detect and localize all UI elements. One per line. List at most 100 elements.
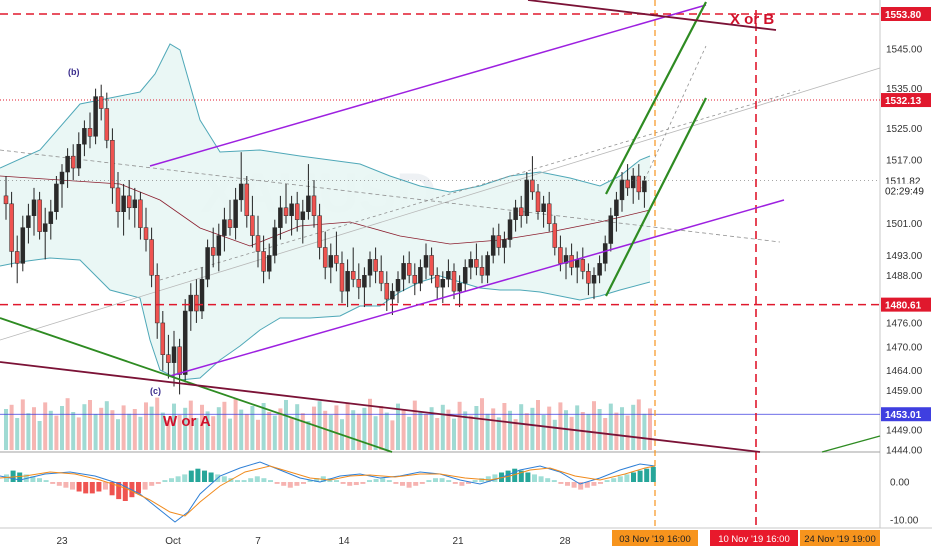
candle-body [546, 203, 552, 224]
bollinger-basis [0, 175, 651, 247]
volume-bar [485, 413, 490, 450]
candle [367, 251, 373, 288]
macd-histogram-bar [353, 482, 359, 486]
candle-body [468, 259, 474, 268]
candle [222, 207, 227, 252]
candle-body [591, 275, 597, 284]
candle-body [132, 199, 138, 209]
volume-bar [155, 397, 160, 450]
wave-label-c: (c) [150, 386, 161, 396]
candle-body [642, 180, 647, 193]
time-highlight-label: 03 Nov '19 16:00 [619, 534, 691, 545]
candle-body [93, 96, 98, 137]
candle [362, 267, 367, 308]
candle [418, 259, 423, 292]
candle-body [518, 207, 524, 216]
candle-body [289, 203, 294, 216]
candle [59, 164, 65, 208]
volume-bar [368, 398, 372, 450]
y-tick-label: 1535.00 [886, 84, 923, 95]
candle [272, 219, 278, 264]
candle [126, 179, 132, 220]
candle [205, 239, 210, 288]
candle-body [306, 195, 311, 212]
price-label-bg [881, 297, 931, 312]
macd-histogram-bar [591, 482, 597, 486]
candle [194, 279, 199, 323]
candle [154, 263, 160, 339]
candle [625, 164, 630, 196]
candle-body [272, 227, 278, 256]
macd-histogram-bar [261, 478, 267, 482]
candle-body [238, 183, 244, 201]
macd-histogram-bar [89, 482, 95, 494]
volume-bar [166, 420, 171, 450]
candle [132, 187, 138, 228]
macd-histogram-bar [340, 482, 346, 484]
candle [160, 311, 166, 371]
macd-histogram-bar [426, 480, 432, 482]
volume-bar [88, 400, 92, 450]
y-tick-label: 1464.00 [886, 366, 923, 377]
macd-histogram-bar [301, 482, 306, 484]
candle-body [59, 171, 65, 185]
candle [300, 199, 306, 244]
candle-body [406, 263, 412, 276]
macd-histogram-bar [175, 476, 181, 482]
candle-body [574, 259, 580, 268]
volume-bar [541, 415, 546, 450]
macd-histogram-bar [96, 482, 102, 492]
candle-body [625, 179, 630, 189]
candle-body [31, 199, 37, 216]
candle [496, 223, 502, 256]
candle [70, 144, 76, 180]
candle-body [250, 215, 255, 236]
volume-bar [524, 413, 529, 450]
candle [356, 263, 362, 300]
candle-body [418, 267, 423, 284]
candle [48, 199, 54, 240]
volume-bar [468, 415, 473, 450]
dashed-projection-line [639, 45, 707, 191]
candle-body [485, 255, 490, 276]
time-highlight-bg [710, 530, 798, 546]
candle [31, 187, 37, 236]
candle [334, 231, 339, 272]
macd-histogram-bar [485, 476, 491, 482]
candle [9, 191, 14, 268]
macd-histogram-bar [532, 474, 537, 482]
macd-histogram-bar [565, 482, 570, 486]
macd-histogram-bar [492, 474, 498, 482]
macd-histogram-bar [459, 482, 465, 486]
y-tick-label: 1449.00 [886, 426, 923, 437]
candle [188, 283, 194, 331]
candle-body [210, 247, 216, 256]
candle [149, 227, 154, 288]
candle-body [42, 223, 48, 232]
volume-bar [222, 401, 227, 450]
candle [474, 243, 479, 276]
volume-bar [457, 401, 462, 450]
candle [608, 207, 614, 252]
y-tick-label: 1517.00 [886, 156, 923, 167]
macd-histogram-bar [221, 476, 227, 482]
candle [429, 247, 434, 284]
candle [395, 271, 401, 304]
volume-bar [110, 410, 115, 450]
candle [93, 88, 98, 145]
macd-histogram-bar [413, 482, 419, 486]
x-tick-label: 21 [452, 536, 464, 547]
volume-bar [289, 417, 294, 450]
macd-histogram-bar [604, 480, 610, 482]
macd-histogram-bar [611, 478, 617, 482]
candle-body [362, 275, 367, 288]
volume-bar [317, 401, 322, 450]
volume-bar [463, 411, 468, 450]
volume-bar [37, 421, 42, 450]
channel-upper-line [149, 4, 707, 167]
candle-body [328, 255, 334, 268]
candle-body [507, 219, 513, 240]
dashed-trend-line [0, 149, 781, 243]
